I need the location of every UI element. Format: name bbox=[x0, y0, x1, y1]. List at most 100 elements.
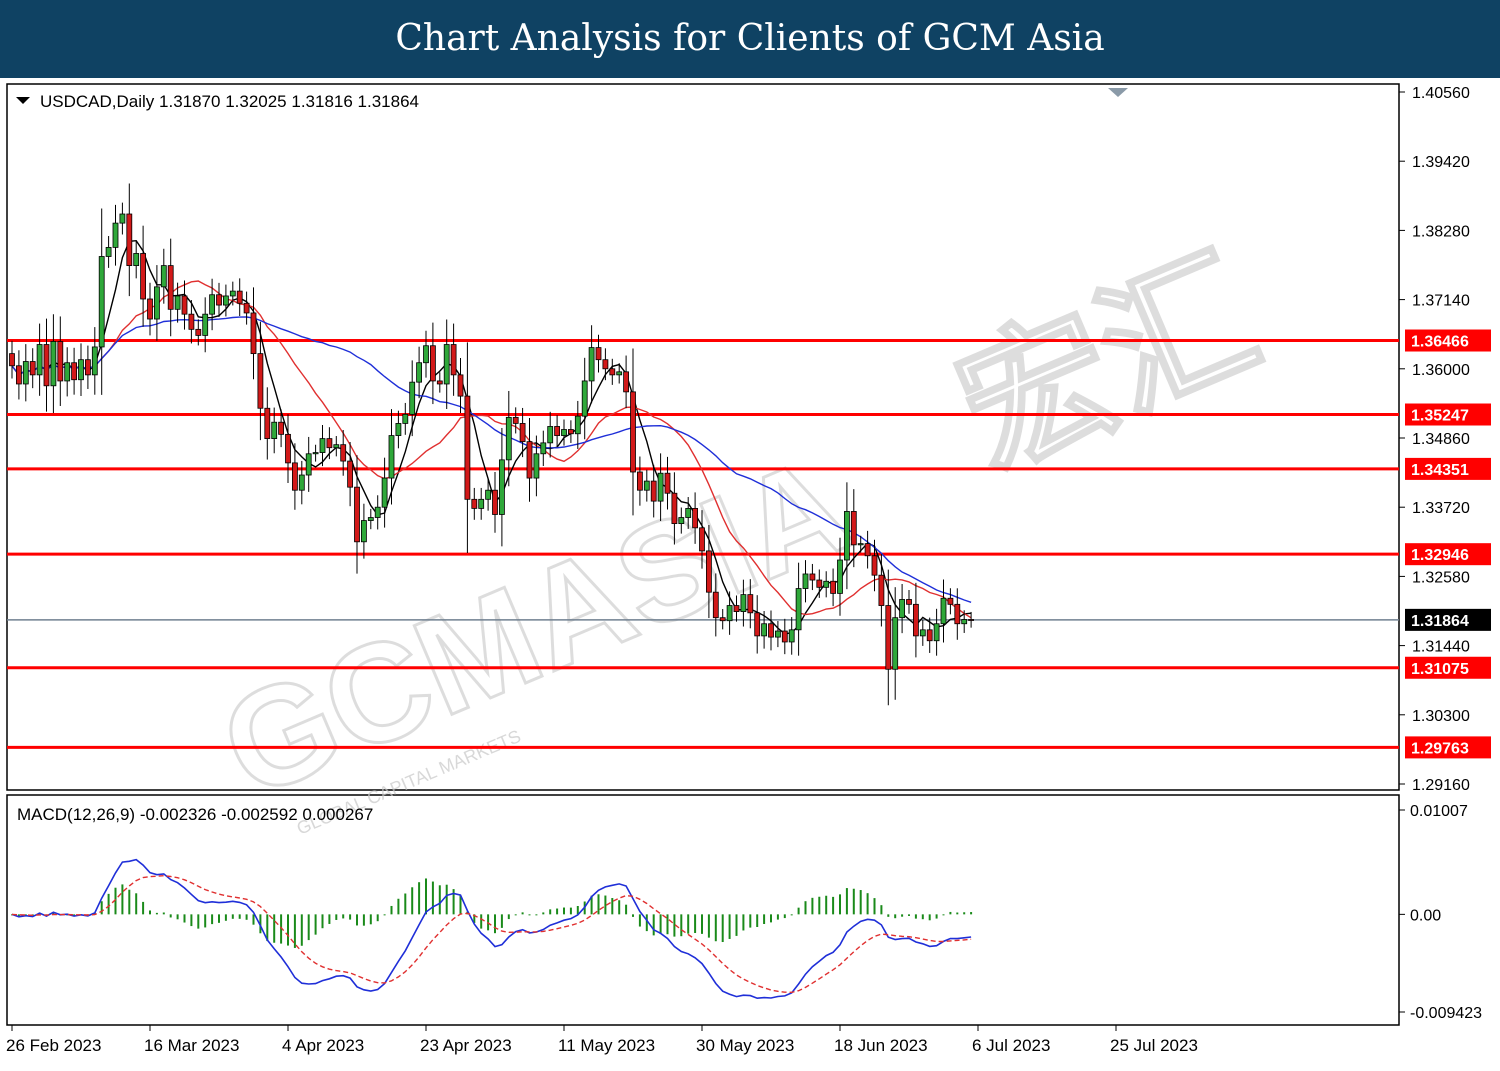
candle-body bbox=[91, 346, 98, 376]
candle-body bbox=[657, 472, 664, 502]
candle-body bbox=[561, 429, 567, 436]
candle-body bbox=[471, 498, 478, 509]
candle-body bbox=[195, 328, 202, 336]
price-tick-label: 1.34860 bbox=[1412, 431, 1470, 448]
candle-body bbox=[630, 391, 636, 473]
candle-body bbox=[181, 295, 188, 315]
candle-body bbox=[892, 617, 899, 670]
candle-body bbox=[712, 591, 719, 619]
candle-body bbox=[285, 433, 291, 464]
date-tick-label: 4 Apr 2023 bbox=[282, 1036, 364, 1055]
candle-body bbox=[747, 594, 754, 614]
candle-body bbox=[64, 362, 71, 382]
level-tag bbox=[1405, 329, 1491, 352]
date-tick-label: 18 Jun 2023 bbox=[834, 1036, 928, 1055]
candle-body bbox=[795, 588, 802, 631]
symbol-dropdown-icon[interactable] bbox=[16, 97, 30, 104]
price-tick-label: 1.40560 bbox=[1412, 85, 1470, 102]
price-chart: GCMASIA GLOBAL CAPITAL MARKETS 宏汇 1.4056… bbox=[6, 83, 1491, 1055]
candle-body bbox=[395, 423, 402, 436]
page-title: Chart Analysis for Clients of GCM Asia bbox=[395, 18, 1105, 59]
macd-line bbox=[11, 858, 972, 1000]
candle-body bbox=[913, 603, 919, 637]
level-label: 1.31075 bbox=[1411, 661, 1469, 678]
candle-body bbox=[816, 579, 823, 588]
candle-body bbox=[126, 213, 133, 267]
date-tick-label: 23 Apr 2023 bbox=[420, 1036, 512, 1055]
candle-body bbox=[147, 298, 153, 320]
candle-body bbox=[374, 506, 381, 518]
candle-body bbox=[450, 344, 457, 376]
candle-body bbox=[229, 290, 236, 297]
candle-body bbox=[768, 623, 774, 638]
candle-body bbox=[409, 381, 416, 415]
candle-body bbox=[153, 286, 160, 320]
level-label: 1.36466 bbox=[1411, 334, 1469, 351]
level-label: 1.32946 bbox=[1411, 547, 1469, 564]
candle-body bbox=[788, 629, 795, 643]
candle-body bbox=[464, 395, 471, 500]
candle-body bbox=[699, 527, 705, 552]
candle-body bbox=[492, 489, 498, 515]
candle-body bbox=[616, 371, 623, 376]
candle-body bbox=[678, 517, 685, 524]
date-tick-label: 26 Feb 2023 bbox=[6, 1036, 101, 1055]
candle-body bbox=[57, 341, 64, 382]
candle-body bbox=[547, 426, 554, 444]
level-tag bbox=[1405, 457, 1491, 480]
candle-body bbox=[719, 617, 726, 622]
candle-body bbox=[98, 256, 105, 348]
candle-body bbox=[436, 380, 443, 385]
candle-body bbox=[429, 345, 436, 382]
candle-body bbox=[188, 313, 195, 330]
price-tick-label: 1.31440 bbox=[1412, 639, 1470, 656]
candle-body bbox=[305, 453, 312, 476]
current-price-label: 1.31864 bbox=[1411, 613, 1469, 630]
candle-body bbox=[340, 444, 347, 462]
level-tag bbox=[1405, 403, 1491, 426]
candle-body bbox=[823, 580, 830, 588]
candle-body bbox=[685, 508, 692, 518]
candle-body bbox=[202, 313, 209, 336]
candle-body bbox=[22, 361, 29, 385]
level-label: 1.29763 bbox=[1411, 740, 1469, 757]
candle-body bbox=[174, 295, 181, 310]
candle-body bbox=[36, 344, 43, 376]
candle-body bbox=[906, 599, 912, 605]
price-tick-label: 1.32580 bbox=[1412, 569, 1470, 586]
candle-body bbox=[830, 580, 836, 594]
candle-body bbox=[85, 359, 91, 376]
candle-body bbox=[671, 492, 678, 524]
candle-body bbox=[871, 555, 878, 576]
candle-body bbox=[9, 353, 15, 367]
candle-body bbox=[947, 597, 954, 605]
candle-body bbox=[961, 619, 968, 625]
candle-body bbox=[761, 623, 767, 637]
candle-body bbox=[809, 573, 816, 581]
candle-body bbox=[940, 597, 947, 625]
candle-body bbox=[264, 407, 271, 440]
candle-body bbox=[278, 421, 285, 435]
candle-body bbox=[637, 471, 643, 491]
price-tick-label: 1.30300 bbox=[1412, 708, 1470, 725]
candle-body bbox=[519, 423, 526, 443]
candle-body bbox=[236, 290, 243, 304]
price-tick-label: 1.36000 bbox=[1412, 362, 1470, 379]
candle-body bbox=[71, 362, 77, 381]
candle-body bbox=[291, 462, 298, 491]
candle-body bbox=[257, 353, 264, 409]
candle-body bbox=[864, 543, 871, 557]
candle-body bbox=[15, 365, 22, 385]
candle-body bbox=[754, 612, 761, 637]
candle-body bbox=[160, 265, 167, 288]
price-tick-label: 1.37140 bbox=[1412, 293, 1470, 310]
symbol-info: USDCAD,Daily 1.31870 1.32025 1.31816 1.3… bbox=[40, 92, 419, 111]
macd-tick-label: 0.01007 bbox=[1410, 803, 1468, 820]
candle-body bbox=[498, 459, 505, 515]
current-price-tag bbox=[1405, 608, 1491, 631]
candle-body bbox=[878, 574, 885, 606]
candle-body bbox=[222, 295, 229, 306]
candle-body bbox=[968, 619, 974, 621]
candle-body bbox=[43, 344, 50, 387]
candle-body bbox=[298, 474, 305, 491]
